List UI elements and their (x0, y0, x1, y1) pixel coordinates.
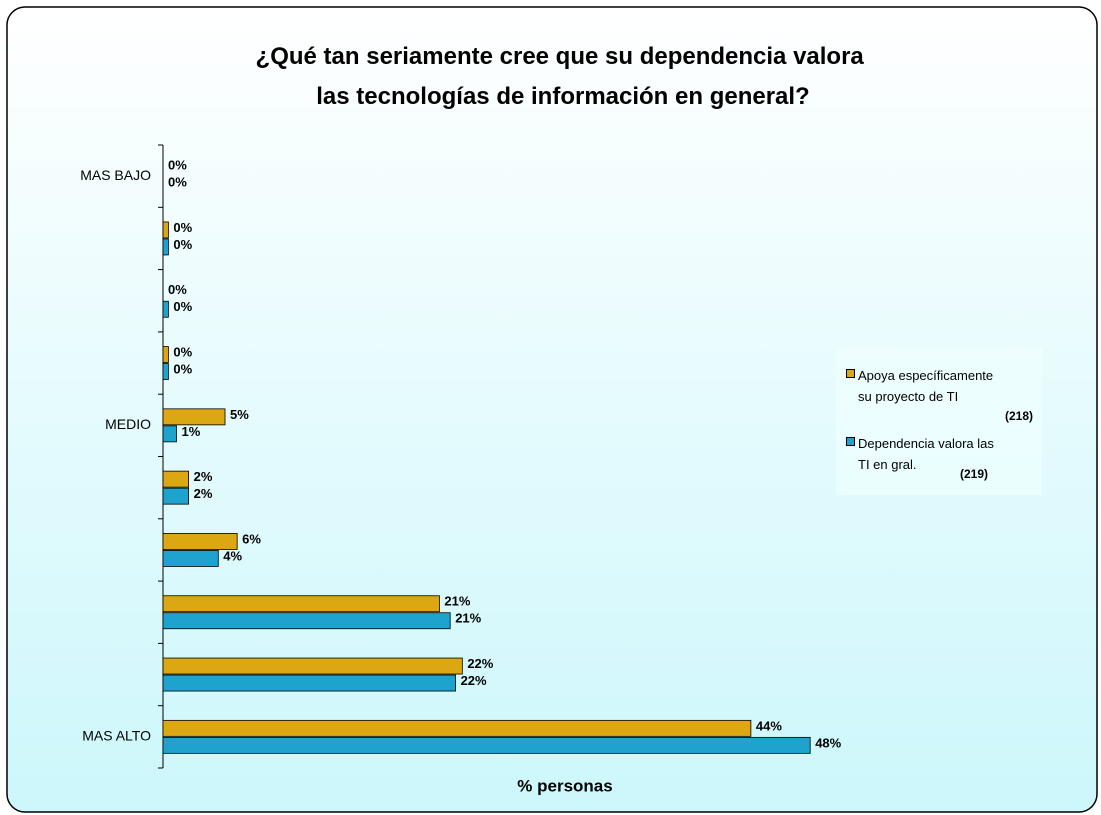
legend-swatch (846, 437, 855, 446)
data-label: 22% (467, 656, 493, 671)
chart-title: ¿Qué tan seriamente cree que su dependen… (256, 43, 871, 110)
legend-label: Dependencia valora las TI en gral. (858, 436, 994, 472)
bar (162, 470, 190, 488)
data-label: 21% (455, 611, 481, 626)
data-label: 44% (756, 718, 782, 733)
legend-count: (218) (1005, 409, 1034, 423)
bar (162, 408, 226, 426)
data-label: 0% (173, 220, 192, 235)
legend-label: Apoya específicamente su proyecto de TI (858, 368, 994, 404)
data-label: 2% (194, 486, 213, 501)
data-label: 6% (242, 531, 261, 546)
bar (162, 657, 463, 675)
data-label: 0% (168, 175, 187, 190)
data-label: 0% (173, 299, 192, 314)
bar (162, 221, 169, 239)
legend-swatch (846, 369, 855, 378)
data-label: 0% (173, 237, 192, 252)
data-label: 21% (444, 594, 470, 609)
data-label: 48% (815, 735, 841, 750)
data-label: 4% (223, 548, 242, 563)
bar (162, 595, 440, 613)
bar (162, 238, 169, 256)
bar (162, 533, 238, 550)
y-tick-label: MAS BAJO (80, 167, 151, 183)
bar (162, 612, 451, 630)
data-label: 22% (461, 673, 487, 688)
data-label: 5% (230, 407, 249, 422)
bar (162, 736, 811, 754)
x-axis-label: % personas (517, 776, 612, 795)
data-label: 0% (173, 361, 192, 376)
y-tick-label: MAS ALTO (82, 728, 151, 744)
data-label: 0% (168, 282, 187, 297)
bar (162, 487, 190, 505)
bar (162, 346, 169, 363)
bar (162, 550, 219, 567)
bar (162, 719, 752, 737)
bar (162, 300, 169, 318)
bar (162, 363, 169, 380)
data-label: 0% (168, 158, 187, 173)
data-label: 1% (181, 424, 200, 439)
bar (162, 425, 177, 443)
bar (162, 674, 456, 692)
data-label: 0% (173, 344, 192, 359)
legend: Apoya específicamente su proyecto de TI (… (836, 347, 1042, 495)
legend-count: (219) (960, 467, 989, 481)
data-label: 2% (194, 469, 213, 484)
y-tick-label: MEDIO (105, 416, 151, 432)
